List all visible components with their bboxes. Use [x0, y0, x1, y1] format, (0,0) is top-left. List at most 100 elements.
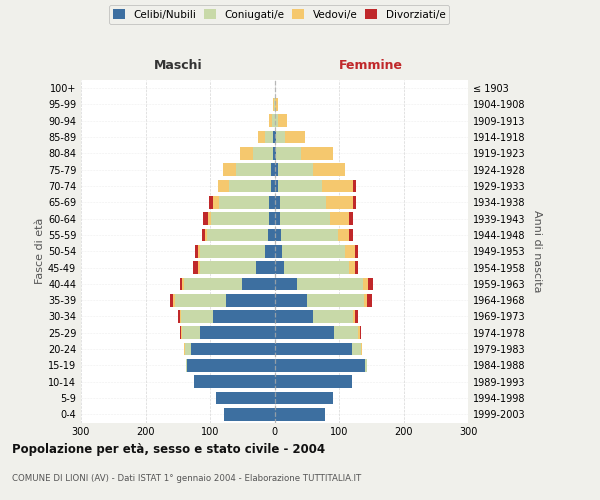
Text: Popolazione per età, sesso e stato civile - 2004: Popolazione per età, sesso e stato civil… [12, 442, 325, 456]
Text: Maschi: Maschi [154, 60, 202, 72]
Bar [203, 212, 208, 225]
Bar [307, 294, 364, 306]
Bar [199, 245, 200, 258]
Bar [275, 147, 277, 160]
Bar [275, 392, 332, 404]
Bar [352, 342, 361, 355]
Bar [355, 245, 358, 258]
Bar [274, 98, 275, 111]
Bar [236, 164, 271, 176]
Bar [275, 164, 278, 176]
Bar [349, 212, 353, 225]
Bar [241, 147, 253, 160]
Bar [275, 180, 278, 192]
Bar [355, 261, 358, 274]
Bar [334, 326, 358, 339]
Bar [191, 342, 275, 355]
Bar [275, 228, 281, 241]
Bar [178, 310, 179, 323]
Bar [205, 228, 207, 241]
Bar [275, 326, 334, 339]
Bar [173, 294, 175, 306]
Bar [195, 245, 199, 258]
Bar [275, 212, 280, 225]
Bar [271, 180, 275, 192]
Bar [277, 147, 301, 160]
Bar [275, 130, 276, 143]
Bar [209, 196, 212, 208]
Bar [322, 180, 353, 192]
Bar [275, 408, 325, 420]
Bar [353, 196, 356, 208]
Bar [301, 147, 333, 160]
Bar [242, 278, 275, 290]
Bar [181, 326, 182, 339]
Bar [265, 245, 275, 258]
Bar [207, 228, 268, 241]
Bar [200, 245, 265, 258]
Bar [363, 278, 368, 290]
Bar [275, 342, 352, 355]
Bar [194, 376, 275, 388]
Bar [276, 130, 286, 143]
Bar [229, 180, 271, 192]
Bar [202, 228, 205, 241]
Bar [313, 310, 353, 323]
Bar [193, 261, 198, 274]
Bar [219, 196, 269, 208]
Legend: Celibi/Nubili, Coniugati/e, Vedovi/e, Divorziati/e: Celibi/Nubili, Coniugati/e, Vedovi/e, Di… [109, 5, 449, 24]
Y-axis label: Anni di nascita: Anni di nascita [532, 210, 542, 292]
Bar [184, 278, 242, 290]
Bar [275, 278, 297, 290]
Bar [271, 164, 275, 176]
Bar [275, 376, 352, 388]
Bar [358, 326, 359, 339]
Bar [268, 228, 275, 241]
Bar [200, 326, 275, 339]
Bar [278, 180, 322, 192]
Bar [272, 114, 275, 127]
Bar [223, 164, 236, 176]
Bar [175, 294, 226, 306]
Bar [269, 212, 275, 225]
Bar [265, 130, 272, 143]
Bar [211, 212, 269, 225]
Bar [253, 147, 272, 160]
Bar [368, 278, 373, 290]
Bar [275, 98, 278, 111]
Bar [297, 278, 363, 290]
Bar [349, 228, 353, 241]
Bar [217, 392, 275, 404]
Bar [185, 342, 191, 355]
Bar [272, 147, 275, 160]
Bar [275, 359, 365, 372]
Bar [275, 196, 280, 208]
Bar [259, 130, 265, 143]
Bar [284, 261, 349, 274]
Bar [213, 310, 275, 323]
Bar [272, 98, 274, 111]
Text: COMUNE DI LIONI (AV) - Dati ISTAT 1° gennaio 2004 - Elaborazione TUTTITALIA.IT: COMUNE DI LIONI (AV) - Dati ISTAT 1° gen… [12, 474, 361, 483]
Bar [349, 261, 355, 274]
Bar [353, 180, 356, 192]
Bar [198, 261, 200, 274]
Bar [200, 261, 256, 274]
Bar [269, 196, 275, 208]
Bar [181, 310, 213, 323]
Bar [282, 245, 346, 258]
Bar [187, 359, 275, 372]
Bar [218, 180, 229, 192]
Bar [313, 164, 346, 176]
Bar [353, 310, 355, 323]
Text: Femmine: Femmine [339, 60, 403, 72]
Bar [275, 245, 282, 258]
Bar [181, 278, 182, 290]
Bar [208, 212, 211, 225]
Bar [355, 310, 358, 323]
Bar [226, 294, 275, 306]
Bar [280, 196, 326, 208]
Bar [346, 245, 355, 258]
Bar [275, 294, 307, 306]
Bar [367, 294, 372, 306]
Bar [361, 342, 362, 355]
